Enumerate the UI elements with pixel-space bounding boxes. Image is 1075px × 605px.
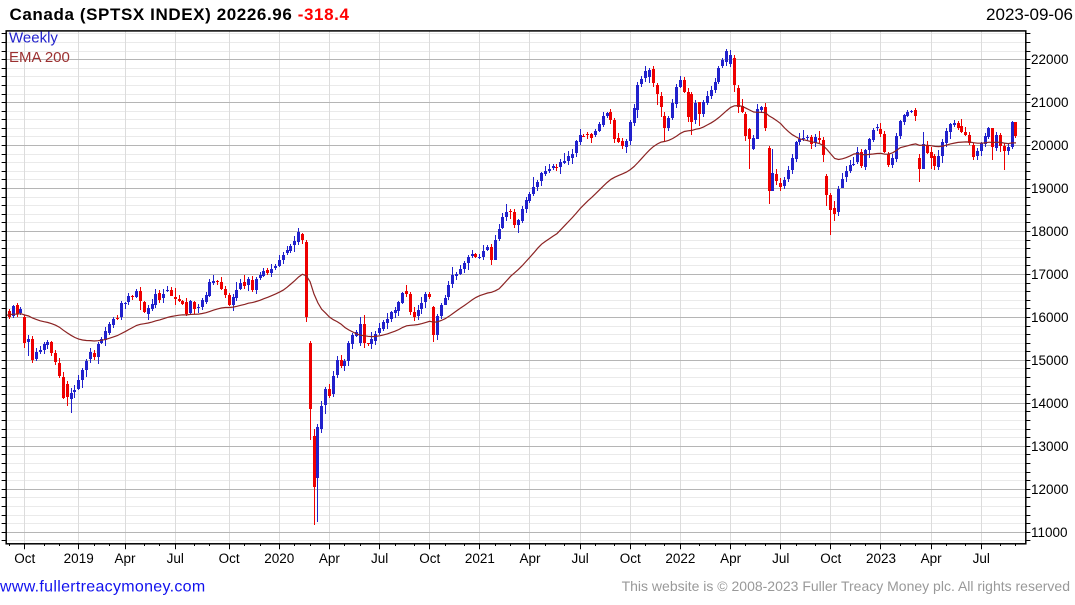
svg-text:EMA 200: EMA 200 <box>9 49 70 66</box>
svg-text:Apr: Apr <box>114 551 136 566</box>
svg-text:2022: 2022 <box>665 551 695 566</box>
svg-text:2021: 2021 <box>465 551 495 566</box>
svg-text:Oct: Oct <box>419 551 440 566</box>
svg-text:2023: 2023 <box>866 551 896 566</box>
svg-text:2019: 2019 <box>64 551 94 566</box>
svg-text:Apr: Apr <box>921 551 943 566</box>
svg-text:Canada (SPTSX INDEX) 20226.96: Canada (SPTSX INDEX) 20226.96 -318.4 <box>10 5 350 24</box>
svg-text:Jul: Jul <box>571 551 588 566</box>
svg-text:21000: 21000 <box>1031 95 1069 110</box>
svg-text:15000: 15000 <box>1031 353 1069 368</box>
svg-text:17000: 17000 <box>1031 267 1069 282</box>
svg-text:Jul: Jul <box>167 551 184 566</box>
svg-text:Apr: Apr <box>319 551 341 566</box>
svg-text:16000: 16000 <box>1031 310 1069 325</box>
svg-text:11000: 11000 <box>1031 525 1068 540</box>
svg-text:Oct: Oct <box>14 551 35 566</box>
svg-text:22000: 22000 <box>1031 52 1069 67</box>
svg-text:Jul: Jul <box>371 551 388 566</box>
svg-text:Jul: Jul <box>973 551 990 566</box>
svg-text:Apr: Apr <box>519 551 541 566</box>
svg-text:www.fullertreacymoney.com: www.fullertreacymoney.com <box>0 579 205 596</box>
svg-text:Oct: Oct <box>820 551 841 566</box>
svg-text:Apr: Apr <box>720 551 742 566</box>
svg-text:14000: 14000 <box>1031 396 1069 411</box>
svg-text:Oct: Oct <box>620 551 641 566</box>
svg-text:2020: 2020 <box>264 551 294 566</box>
svg-text:This website is © 2008-2023 Fu: This website is © 2008-2023 Fuller Treac… <box>622 578 1070 594</box>
svg-text:2023-09-06: 2023-09-06 <box>986 5 1073 24</box>
svg-text:19000: 19000 <box>1031 181 1069 196</box>
svg-text:Weekly: Weekly <box>9 30 58 47</box>
svg-text:18000: 18000 <box>1031 224 1069 239</box>
svg-text:Jul: Jul <box>772 551 789 566</box>
svg-text:13000: 13000 <box>1031 439 1069 454</box>
svg-text:Oct: Oct <box>219 551 240 566</box>
svg-text:12000: 12000 <box>1031 482 1069 497</box>
svg-text:20000: 20000 <box>1031 138 1069 153</box>
